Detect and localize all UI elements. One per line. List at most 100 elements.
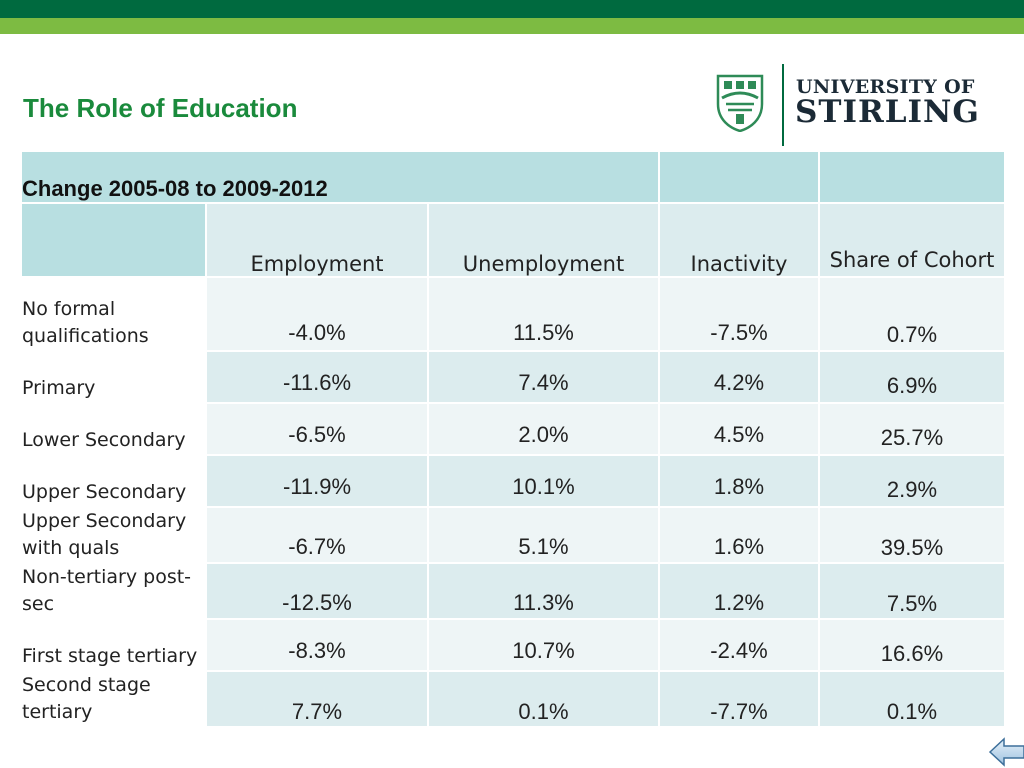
cell-value: 1.2% bbox=[658, 562, 820, 620]
table-caption: Change 2005-08 to 2009-2012 bbox=[20, 150, 660, 204]
cell-value: 2.9% bbox=[818, 454, 1006, 508]
value-text: -6.5% bbox=[288, 422, 346, 447]
value-text: 39.5% bbox=[880, 535, 944, 560]
cell-value: 6.9% bbox=[818, 350, 1006, 404]
logo-text-line1: UNIVERSITY OF bbox=[796, 76, 975, 98]
row-label: Upper Secondary with quals bbox=[20, 506, 207, 564]
cell-value: 4.5% bbox=[658, 402, 820, 456]
value-text: 1.2% bbox=[713, 590, 765, 615]
column-header-row: Employment Unemployment Inactivity Share… bbox=[20, 202, 1006, 278]
top-band-light bbox=[0, 18, 1024, 34]
row-label: Primary bbox=[20, 350, 207, 404]
top-band-dark bbox=[0, 0, 1024, 18]
value-text: -7.7% bbox=[710, 699, 768, 724]
cell-value: 7.7% bbox=[205, 670, 429, 728]
cell-value: -12.5% bbox=[205, 562, 429, 620]
cell-value: -11.6% bbox=[205, 350, 429, 404]
logo-divider bbox=[782, 64, 784, 146]
cell-value: 1.6% bbox=[658, 506, 820, 564]
cell-value: 10.1% bbox=[427, 454, 660, 508]
cell-value: 16.6% bbox=[818, 618, 1006, 672]
table-row: Upper Secondary with quals -6.7% 5.1% 1.… bbox=[20, 506, 1006, 564]
table-row: Non-tertiary post-sec -12.5% 11.3% 1.2% … bbox=[20, 562, 1006, 620]
table-row: Lower Secondary -6.5% 2.0% 4.5% 25.7% bbox=[20, 402, 1006, 456]
value-text: -8.3% bbox=[288, 638, 346, 663]
table-row: First stage tertiary -8.3% 10.7% -2.4% 1… bbox=[20, 618, 1006, 672]
university-logo: UNIVERSITY OF STIRLING bbox=[716, 64, 979, 146]
page-title: The Role of Education bbox=[23, 93, 298, 123]
cell-value: 0.1% bbox=[818, 670, 1006, 728]
cell-value: -7.5% bbox=[658, 276, 820, 352]
column-header-unemployment: Unemployment bbox=[427, 202, 660, 278]
cell-value: 2.0% bbox=[427, 402, 660, 456]
back-arrow-icon[interactable] bbox=[988, 736, 1024, 768]
row-label: No formal qualifications bbox=[20, 276, 207, 352]
cell-value: 1.8% bbox=[658, 454, 820, 508]
value-text: -4.0% bbox=[288, 320, 346, 345]
column-header-employment: Employment bbox=[205, 202, 429, 278]
value-text: 11.5% bbox=[513, 320, 574, 345]
value-text: 16.6% bbox=[880, 641, 944, 666]
header-label-cell bbox=[20, 202, 207, 278]
table-caption-row: Change 2005-08 to 2009-2012 bbox=[20, 150, 1006, 204]
value-text: -11.9% bbox=[282, 474, 352, 499]
education-table: Change 2005-08 to 2009-2012 Employment U… bbox=[20, 150, 1006, 728]
value-text: 2.9% bbox=[886, 477, 938, 502]
row-label: Lower Secondary bbox=[20, 402, 207, 456]
cell-value: -6.5% bbox=[205, 402, 429, 456]
table-row: Upper Secondary -11.9% 10.1% 1.8% 2.9% bbox=[20, 454, 1006, 508]
cell-value: 39.5% bbox=[818, 506, 1006, 564]
cell-value: -2.4% bbox=[658, 618, 820, 672]
header-blank-cell bbox=[818, 150, 1006, 204]
table-row: Second stage tertiary 7.7% 0.1% -7.7% 0.… bbox=[20, 670, 1006, 728]
cell-value: 11.5% bbox=[427, 276, 660, 352]
value-text: 7.4% bbox=[518, 370, 569, 395]
header-blank-cell bbox=[658, 150, 820, 204]
value-text: 2.0% bbox=[518, 422, 569, 447]
value-text: 0.1% bbox=[886, 699, 938, 724]
row-label: Upper Secondary bbox=[20, 454, 207, 508]
cell-value: -6.7% bbox=[205, 506, 429, 564]
value-text: -12.5% bbox=[282, 590, 352, 615]
logo-text-line2: STIRLING bbox=[795, 94, 980, 130]
column-header-inactivity: Inactivity bbox=[658, 202, 820, 278]
value-text: -11.6% bbox=[282, 370, 352, 395]
value-text: 7.5% bbox=[886, 591, 938, 616]
value-text: 5.1% bbox=[518, 534, 569, 559]
value-text: 25.7% bbox=[880, 425, 944, 450]
cell-value: 25.7% bbox=[818, 402, 1006, 456]
row-label: Non-tertiary post-sec bbox=[20, 562, 207, 620]
cell-value: 0.7% bbox=[818, 276, 1006, 352]
value-text: 10.7% bbox=[512, 638, 575, 663]
value-text: 6.9% bbox=[886, 373, 938, 398]
value-text: 4.5% bbox=[713, 422, 765, 447]
cell-value: -7.7% bbox=[658, 670, 820, 728]
value-text: 11.3% bbox=[513, 590, 574, 615]
value-text: 1.8% bbox=[713, 474, 765, 499]
column-header-share-of-cohort: Share of Cohort bbox=[818, 202, 1006, 278]
cell-value: 5.1% bbox=[427, 506, 660, 564]
university-crest-icon bbox=[716, 74, 764, 132]
value-text: 4.2% bbox=[713, 370, 765, 395]
cell-value: 10.7% bbox=[427, 618, 660, 672]
value-text: 10.1% bbox=[512, 474, 575, 499]
value-text: 1.6% bbox=[713, 534, 765, 559]
value-text: 7.7% bbox=[291, 699, 343, 724]
value-text: -6.7% bbox=[288, 534, 346, 559]
cell-value: 4.2% bbox=[658, 350, 820, 404]
cell-value: -4.0% bbox=[205, 276, 429, 352]
value-text: -7.5% bbox=[710, 320, 768, 345]
cell-value: 0.1% bbox=[427, 670, 660, 728]
row-label: First stage tertiary bbox=[20, 618, 207, 672]
row-label: Second stage tertiary bbox=[20, 670, 207, 728]
value-text: 0.1% bbox=[518, 699, 569, 724]
cell-value: 7.4% bbox=[427, 350, 660, 404]
cell-value: -8.3% bbox=[205, 618, 429, 672]
cell-value: -11.9% bbox=[205, 454, 429, 508]
table-row: Primary -11.6% 7.4% 4.2% 6.9% bbox=[20, 350, 1006, 404]
cell-value: 7.5% bbox=[818, 562, 1006, 620]
table-row: No formal qualifications -4.0% 11.5% -7.… bbox=[20, 276, 1006, 352]
cell-value: 11.3% bbox=[427, 562, 660, 620]
value-text: 0.7% bbox=[886, 322, 938, 347]
value-text: -2.4% bbox=[710, 638, 768, 663]
